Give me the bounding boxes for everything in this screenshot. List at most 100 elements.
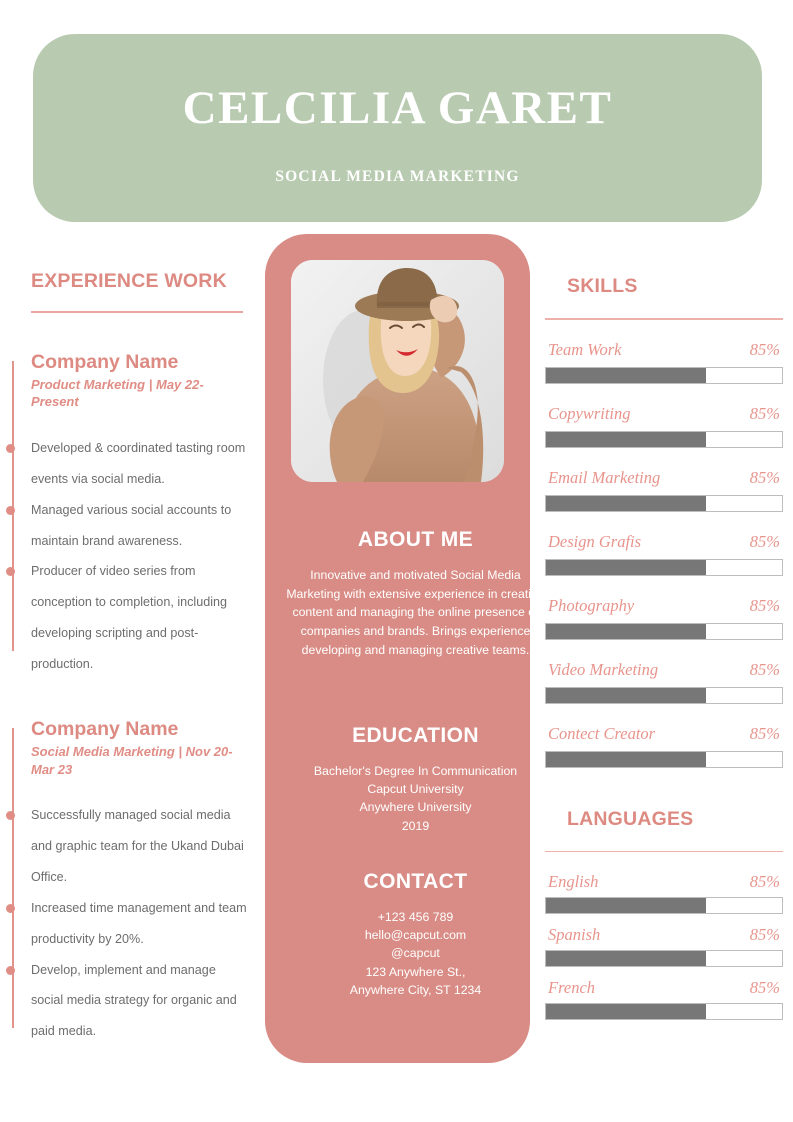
list-item: Developed & coordinated tasting room eve… bbox=[6, 433, 249, 495]
header-band: CELCILIA GARET SOCIAL MEDIA MARKETING bbox=[33, 34, 762, 222]
language-item-header: Spanish 85% bbox=[548, 925, 780, 945]
language-progress-bar bbox=[545, 897, 783, 914]
portrait-photo-icon bbox=[291, 260, 504, 482]
skill-item-label: Team Work bbox=[548, 339, 622, 359]
skill-progress-bar bbox=[545, 558, 783, 576]
skill-item: Photography 85% bbox=[545, 596, 783, 640]
language-item: Spanish 85% bbox=[545, 925, 783, 967]
contact-body: +123 456 789 hello@capcut.com @capcut 12… bbox=[349, 910, 482, 997]
skill-item-value: 85% bbox=[749, 723, 780, 743]
profile-card: ABOUT ME Innovative and motivated Social… bbox=[265, 234, 545, 1063]
about-me-section: ABOUT ME Innovative and motivated Social… bbox=[265, 528, 566, 659]
skill-progress-fill bbox=[546, 495, 707, 511]
language-progress-bar bbox=[545, 1003, 783, 1020]
job-bullet-list: Developed & coordinated tasting room eve… bbox=[6, 433, 262, 680]
list-item: Increased time management and team produ… bbox=[6, 893, 249, 955]
education-body: Bachelor's Degree In Communication Capcu… bbox=[313, 764, 518, 833]
job-role-dates: Product Marketing | May 22-Present bbox=[31, 376, 204, 410]
job-company-name: Company Name bbox=[31, 350, 179, 373]
timeline-dot-icon bbox=[6, 903, 15, 913]
language-item-label: English bbox=[548, 872, 599, 891]
avatar bbox=[291, 260, 504, 482]
timeline-dot-icon bbox=[6, 444, 15, 454]
experience-entry: Company Name Social Media Marketing | No… bbox=[0, 718, 262, 1047]
experience-column: EXPERIENCE WORK Company Name Product Mar… bbox=[0, 270, 262, 1047]
timeline-line bbox=[12, 727, 14, 1028]
skill-item-header: Email Marketing 85% bbox=[548, 468, 780, 488]
skill-progress-fill bbox=[546, 367, 707, 383]
section-title-languages: LANGUAGES bbox=[567, 807, 694, 830]
language-item-value: 85% bbox=[749, 978, 780, 997]
skill-progress-fill bbox=[546, 751, 707, 767]
skill-item-header: Design Grafis 85% bbox=[548, 532, 780, 552]
skill-item-label: Photography bbox=[548, 595, 635, 615]
section-title-contact: CONTACT bbox=[363, 870, 468, 893]
timeline-dot-icon bbox=[6, 567, 15, 577]
language-item-header: English 85% bbox=[548, 872, 780, 892]
skill-progress-bar bbox=[545, 366, 783, 384]
skill-progress-bar bbox=[545, 750, 783, 768]
skill-item: Design Grafis 85% bbox=[545, 532, 783, 576]
timeline-dot-icon bbox=[6, 811, 15, 821]
section-divider-skills bbox=[545, 318, 783, 320]
language-item: English 85% bbox=[545, 872, 783, 914]
list-item-text: Producer of video series from conception… bbox=[31, 564, 228, 671]
skill-item-value: 85% bbox=[749, 403, 780, 423]
language-item-value: 85% bbox=[749, 925, 780, 944]
skill-item: Video Marketing 85% bbox=[545, 660, 783, 704]
language-item-label: Spanish bbox=[548, 925, 601, 944]
skill-item-label: Design Grafis bbox=[548, 531, 642, 551]
list-item-text: Developed & coordinated tasting room eve… bbox=[31, 441, 246, 486]
job-bullet-list: Successfully managed social media and gr… bbox=[6, 800, 262, 1048]
language-item-value: 85% bbox=[749, 872, 780, 891]
skill-progress-bar bbox=[545, 686, 783, 704]
skill-item-header: Contect Creator 85% bbox=[548, 724, 780, 744]
skill-progress-bar bbox=[545, 494, 783, 512]
section-divider-languages bbox=[545, 850, 783, 852]
about-me-body: Innovative and motivated Social Media Ma… bbox=[286, 568, 545, 657]
skill-item: Copywriting 85% bbox=[545, 404, 783, 448]
skill-item-label: Contect Creator bbox=[548, 723, 656, 743]
skill-item-value: 85% bbox=[749, 531, 780, 551]
language-progress-fill bbox=[546, 1004, 707, 1019]
skill-item-header: Photography 85% bbox=[548, 596, 780, 616]
skill-progress-fill bbox=[546, 623, 707, 639]
language-item-header: French 85% bbox=[548, 978, 780, 998]
list-item-text: Develop, implement and manage social med… bbox=[31, 962, 237, 1039]
header-subtitle: SOCIAL MEDIA MARKETING bbox=[275, 167, 520, 185]
list-item: Producer of video series from conception… bbox=[6, 556, 249, 679]
language-progress-fill bbox=[546, 951, 707, 966]
skills-list: Team Work 85% Copywriting 85% Email Marketin… bbox=[545, 340, 783, 768]
skill-item-label: Video Marketing bbox=[548, 659, 659, 679]
skill-progress-fill bbox=[546, 687, 707, 703]
skill-item-label: Copywriting bbox=[548, 403, 631, 423]
skill-item-value: 85% bbox=[749, 595, 780, 615]
section-title-experience: EXPERIENCE WORK bbox=[31, 270, 227, 292]
timeline-dot-icon bbox=[6, 965, 15, 975]
skills-column: SKILLS Team Work 85% Copywriting 85% Email M… bbox=[545, 275, 783, 1031]
list-item-text: Managed various social accounts to maint… bbox=[31, 502, 232, 548]
skill-item: Email Marketing 85% bbox=[545, 468, 783, 512]
section-title-about-me: ABOUT ME bbox=[357, 528, 474, 551]
skill-item-header: Copywriting 85% bbox=[548, 404, 780, 424]
skill-progress-fill bbox=[546, 431, 707, 447]
language-item: French 85% bbox=[545, 978, 783, 1020]
list-item: Successfully managed social media and gr… bbox=[6, 800, 249, 893]
language-item-label: French bbox=[548, 978, 596, 997]
language-progress-fill bbox=[546, 898, 707, 913]
skill-item-header: Team Work 85% bbox=[548, 340, 780, 360]
languages-list: English 85% Spanish 85% French 85% bbox=[545, 872, 783, 1020]
skill-item: Contect Creator 85% bbox=[545, 724, 783, 768]
job-company-name: Company Name bbox=[31, 717, 179, 740]
list-item: Develop, implement and manage social med… bbox=[6, 955, 249, 1048]
list-item-text: Increased time management and team produ… bbox=[31, 900, 247, 946]
skill-item: Team Work 85% bbox=[545, 340, 783, 384]
section-title-education: EDUCATION bbox=[352, 724, 479, 747]
list-item: Managed various social accounts to maint… bbox=[6, 495, 249, 557]
contact-section: CONTACT +123 456 789 hello@capcut.com @c… bbox=[265, 870, 566, 999]
skill-progress-fill bbox=[546, 559, 707, 575]
list-item-text: Successfully managed social media and gr… bbox=[31, 808, 244, 884]
education-section: EDUCATION Bachelor's Degree In Communica… bbox=[265, 724, 566, 835]
skill-item-value: 85% bbox=[749, 659, 780, 679]
section-divider-experience bbox=[31, 311, 243, 313]
